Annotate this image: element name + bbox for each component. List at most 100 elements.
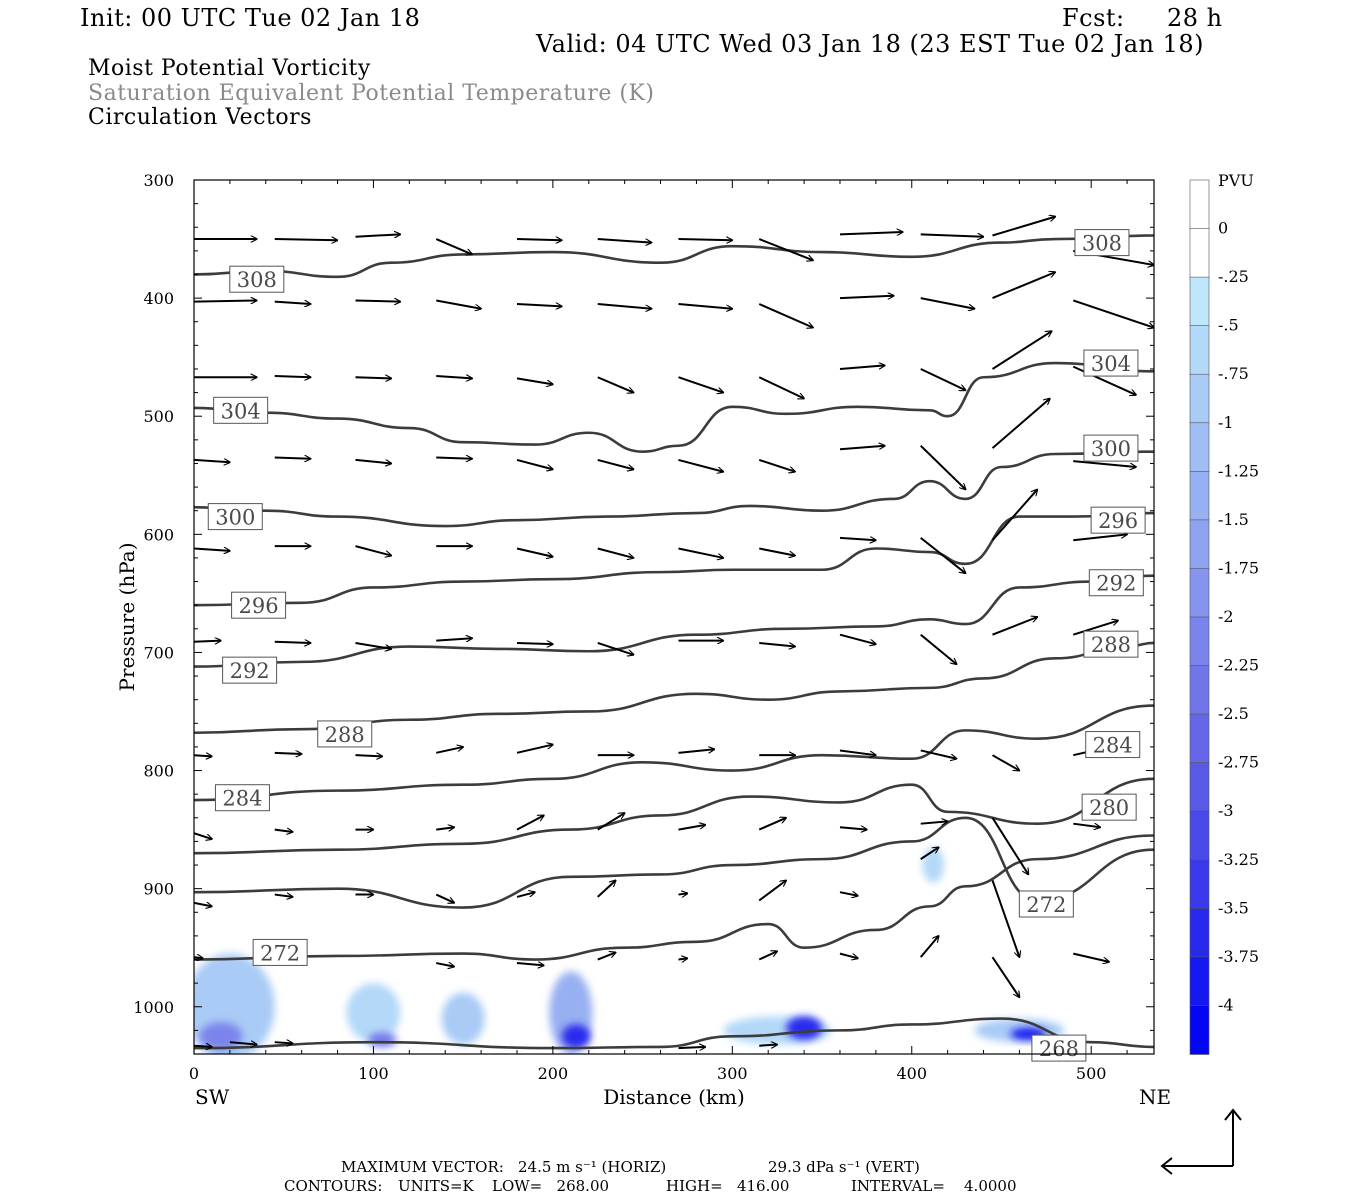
contour-label: 284 (1093, 734, 1133, 758)
colorbar-swatch (1189, 810, 1210, 861)
pv-patch (786, 1016, 823, 1040)
circulation-vector (759, 641, 795, 647)
colorbar-tick-label: -1.25 (1218, 461, 1259, 480)
colorbar-tick-label: -2 (1218, 607, 1234, 626)
max-vector-horiz: 24.5 m s⁻¹ (HORIZ) (518, 1158, 667, 1176)
circulation-vector (436, 963, 454, 967)
circulation-vector (194, 957, 203, 958)
circulation-vector (759, 547, 795, 555)
circulation-vector (274, 458, 311, 459)
circulation-vector (229, 1042, 257, 1044)
circulation-vector (274, 376, 311, 377)
circulation-vector (758, 238, 813, 260)
circulation-vector (516, 547, 553, 556)
colorbar-tick-label: -4 (1218, 995, 1234, 1014)
contours-label: CONTOURS: (284, 1177, 383, 1195)
y-tick-label: 1000 (133, 998, 174, 1017)
circulation-vector (194, 460, 230, 462)
circulation-vector (839, 446, 885, 451)
circulation-vector (516, 458, 553, 469)
circulation-vector (516, 239, 562, 240)
circulation-vector (355, 755, 382, 756)
circulation-vector (597, 458, 634, 469)
field-title-vectors: Circulation Vectors (88, 105, 312, 130)
colorbar-tick-label: -3.5 (1218, 898, 1249, 917)
circulation-vector (597, 238, 652, 243)
contour-label-box (1083, 349, 1139, 377)
colorbar-swatch (1189, 422, 1210, 473)
contour-label: 272 (1026, 893, 1066, 917)
y-tick-label: 300 (143, 171, 174, 190)
circulation-vector (516, 377, 553, 384)
circulation-vector (920, 368, 966, 390)
circulation-vector (839, 749, 876, 755)
pv-patch (441, 992, 485, 1045)
circulation-vector (919, 936, 939, 958)
circulation-vector (1073, 822, 1100, 828)
circulation-vector (991, 489, 1038, 541)
pv-patch (561, 1024, 591, 1049)
colorbar-tick-label: -.75 (1218, 364, 1249, 383)
contour-296 (194, 511, 1154, 607)
contour-label: 296 (239, 594, 279, 618)
circulation-vector (1072, 299, 1154, 327)
circulation-vector (839, 633, 876, 644)
colorbar-swatch (1189, 665, 1210, 715)
circulation-vector (194, 832, 212, 839)
colorbar-swatch (1189, 471, 1210, 521)
circulation-vector (839, 892, 858, 896)
contour-304 (194, 361, 1154, 453)
circulation-vector (435, 893, 454, 903)
contour-label-box (252, 938, 308, 966)
colorbar-label: PVU (1218, 171, 1254, 190)
pv-patch (368, 1032, 397, 1047)
circulation-vector (355, 300, 400, 301)
circulation-vector (758, 880, 786, 902)
circulation-vector (991, 331, 1052, 370)
x-tick-label: 100 (358, 1064, 389, 1083)
colorbar-tick-label: -2.5 (1218, 704, 1249, 723)
contour-label: 296 (1098, 509, 1138, 533)
circulation-vector (355, 458, 391, 464)
circulation-vector (597, 880, 616, 898)
circulation-vector (516, 892, 535, 898)
circulation-vector (839, 538, 876, 540)
circulation-vector (920, 297, 975, 309)
contour-label: 288 (325, 723, 365, 747)
contour-label: 300 (1091, 437, 1131, 461)
contour-label: 280 (1089, 796, 1129, 820)
contours-low: LOW= 268.00 (492, 1177, 610, 1195)
y-tick-label: 600 (143, 525, 174, 544)
circulation-vector (516, 304, 562, 306)
field-title-pv: Moist Potential Vorticity (88, 56, 371, 81)
colorbar-swatch (1189, 228, 1210, 278)
y-tick-label: 400 (143, 289, 174, 308)
circulation-vector (920, 821, 948, 823)
x-tick-label: 400 (896, 1064, 927, 1083)
circulation-vector (678, 958, 687, 959)
circulation-vector (839, 952, 858, 959)
circulation-vector (516, 815, 544, 831)
circulation-vector (1073, 952, 1109, 962)
colorbar-tick-label: -2.75 (1218, 753, 1259, 772)
circulation-vector (992, 272, 1056, 300)
colorbar-swatch (1189, 373, 1210, 424)
colorbar-swatch (1189, 325, 1210, 376)
circulation-vector (1073, 534, 1127, 542)
circulation-vector (991, 956, 1020, 997)
contour-300 (194, 450, 1154, 528)
circulation-vector (839, 827, 867, 829)
colorbar-tick-label: -1 (1218, 413, 1234, 432)
pv-colorbar: PVU 0 -.25 -.5 -.75 -1 -1.25 -1.5 -1.75 -2 -2.25 -2… (1189, 171, 1259, 1055)
reference-vector-icon (1160, 1108, 1242, 1175)
circulation-vector (597, 376, 634, 392)
contour-label: 292 (230, 659, 270, 683)
contour-label-box (1018, 890, 1074, 918)
x-endpoint-right: NE (1139, 1085, 1171, 1109)
circulation-vector (516, 643, 553, 644)
contour-label: 284 (222, 787, 262, 811)
circulation-vector (194, 641, 221, 642)
contour-284 (194, 704, 1154, 802)
circulation-vector (678, 893, 687, 894)
circulation-vector (597, 952, 616, 961)
